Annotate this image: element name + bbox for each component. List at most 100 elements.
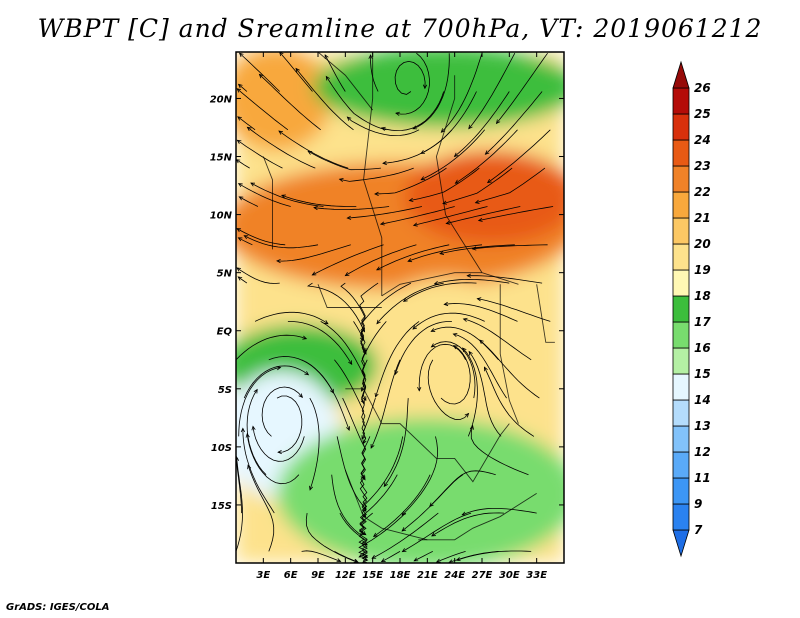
- streamline-arrow: [346, 215, 352, 220]
- x-tick-label: 33E: [526, 570, 547, 581]
- streamline-arrow: [445, 220, 451, 225]
- streamline: [238, 183, 291, 207]
- wbpt-field: [236, 52, 564, 563]
- streamline-arrow: [395, 111, 400, 116]
- streamline-arrow: [237, 237, 243, 242]
- streamline-arrow: [412, 125, 418, 130]
- streamline: [479, 339, 540, 399]
- streamline: [238, 84, 248, 92]
- streamline: [236, 88, 289, 131]
- colorbar-swatch: [672, 503, 690, 531]
- x-tick-label: 21E: [417, 570, 438, 581]
- streamline: [236, 334, 307, 361]
- streamline-arrow: [361, 512, 367, 518]
- streamline-arrow: [477, 217, 483, 222]
- wbpt-region: [404, 150, 564, 244]
- streamline: [371, 512, 439, 559]
- country-border: [536, 284, 555, 343]
- streamline: [395, 52, 430, 115]
- colorbar-swatch: [672, 269, 690, 297]
- streamline-arrow: [277, 449, 282, 455]
- streamline-arrow: [362, 439, 367, 445]
- streamline: [236, 455, 242, 514]
- country-border: [435, 75, 519, 285]
- y-axis: 20N 15N 10N 5N EQ 5S 10S 15S: [210, 94, 564, 512]
- streamline: [376, 282, 444, 324]
- streamline: [455, 129, 518, 184]
- colorbar-label: 21: [694, 211, 711, 225]
- streamline: [325, 76, 387, 131]
- streamline-arrow: [420, 149, 426, 154]
- country-border: [418, 492, 537, 541]
- streamline-arrow: [258, 73, 264, 79]
- colorbar-label: 12: [694, 445, 711, 459]
- streamline-arrow: [236, 88, 242, 93]
- streamline: [456, 550, 532, 561]
- y-tick-label: 20N: [210, 94, 233, 105]
- streamline: [381, 91, 445, 132]
- streamline-arrow: [484, 150, 490, 155]
- colorbar-swatch: [672, 399, 690, 427]
- colorbar-swatch: [672, 321, 690, 349]
- country-border: [317, 284, 382, 308]
- colorbar-label: 14: [694, 393, 711, 407]
- streamline-arrow: [464, 412, 470, 418]
- streamline: [440, 345, 471, 405]
- colorbar-top-arrow: [672, 60, 690, 89]
- colorbar-swatch: [672, 139, 690, 167]
- streamline-arrow: [408, 197, 414, 203]
- colorbar-swatch: [672, 243, 690, 271]
- colorbar-label: 16: [694, 341, 711, 355]
- streamline-arrow: [360, 399, 365, 405]
- streamline-arrow: [344, 272, 350, 277]
- streamline: [243, 365, 309, 399]
- colorbar-label: 19: [694, 263, 711, 277]
- colorbar-swatch: [672, 217, 690, 245]
- streamline: [313, 206, 390, 210]
- streamline-arrow: [311, 271, 317, 276]
- streamline-arrow: [361, 475, 366, 481]
- streamline: [403, 282, 477, 302]
- streamline-arrow: [383, 482, 388, 488]
- streamline-arrow: [407, 258, 413, 263]
- streamline: [276, 395, 303, 453]
- streamline-arrow: [379, 221, 385, 226]
- streamline-arrow: [401, 548, 407, 553]
- streamline: [453, 333, 507, 399]
- streamline: [441, 53, 483, 133]
- streamline: [279, 52, 313, 92]
- streamline: [340, 282, 367, 355]
- streamline-arrow: [362, 347, 367, 353]
- x-tick-label: 27E: [472, 570, 493, 581]
- streamline: [359, 474, 398, 535]
- streamline-arrow: [452, 332, 458, 338]
- streamline: [239, 52, 280, 92]
- streamline: [309, 397, 320, 490]
- streamline-arrow: [435, 558, 441, 563]
- streamline: [374, 167, 447, 195]
- streamline-arrow: [401, 527, 407, 532]
- streamline: [358, 512, 373, 558]
- streamline: [413, 206, 488, 226]
- streamline-arrow: [325, 75, 330, 81]
- streamline: [381, 551, 401, 562]
- streamline: [412, 312, 485, 330]
- streamline-arrow: [483, 366, 488, 372]
- streamline-arrow: [439, 250, 445, 255]
- streamline-arrow: [466, 273, 472, 278]
- streamline: [247, 126, 316, 169]
- streamline: [477, 298, 551, 322]
- streamline-arrow: [236, 228, 242, 233]
- streamline-arrow: [250, 182, 255, 187]
- streamline: [361, 359, 368, 444]
- streamline-arrow: [298, 393, 303, 399]
- colorbar-swatch: [672, 87, 690, 115]
- colorbar-swatch: [672, 373, 690, 401]
- streamline: [347, 116, 420, 137]
- streamline: [331, 474, 368, 546]
- streamline: [237, 276, 248, 284]
- streamline-arrow: [401, 511, 407, 516]
- colorbar-label: 15: [694, 367, 711, 381]
- streamline: [414, 551, 433, 562]
- streamline-arrow: [238, 52, 244, 58]
